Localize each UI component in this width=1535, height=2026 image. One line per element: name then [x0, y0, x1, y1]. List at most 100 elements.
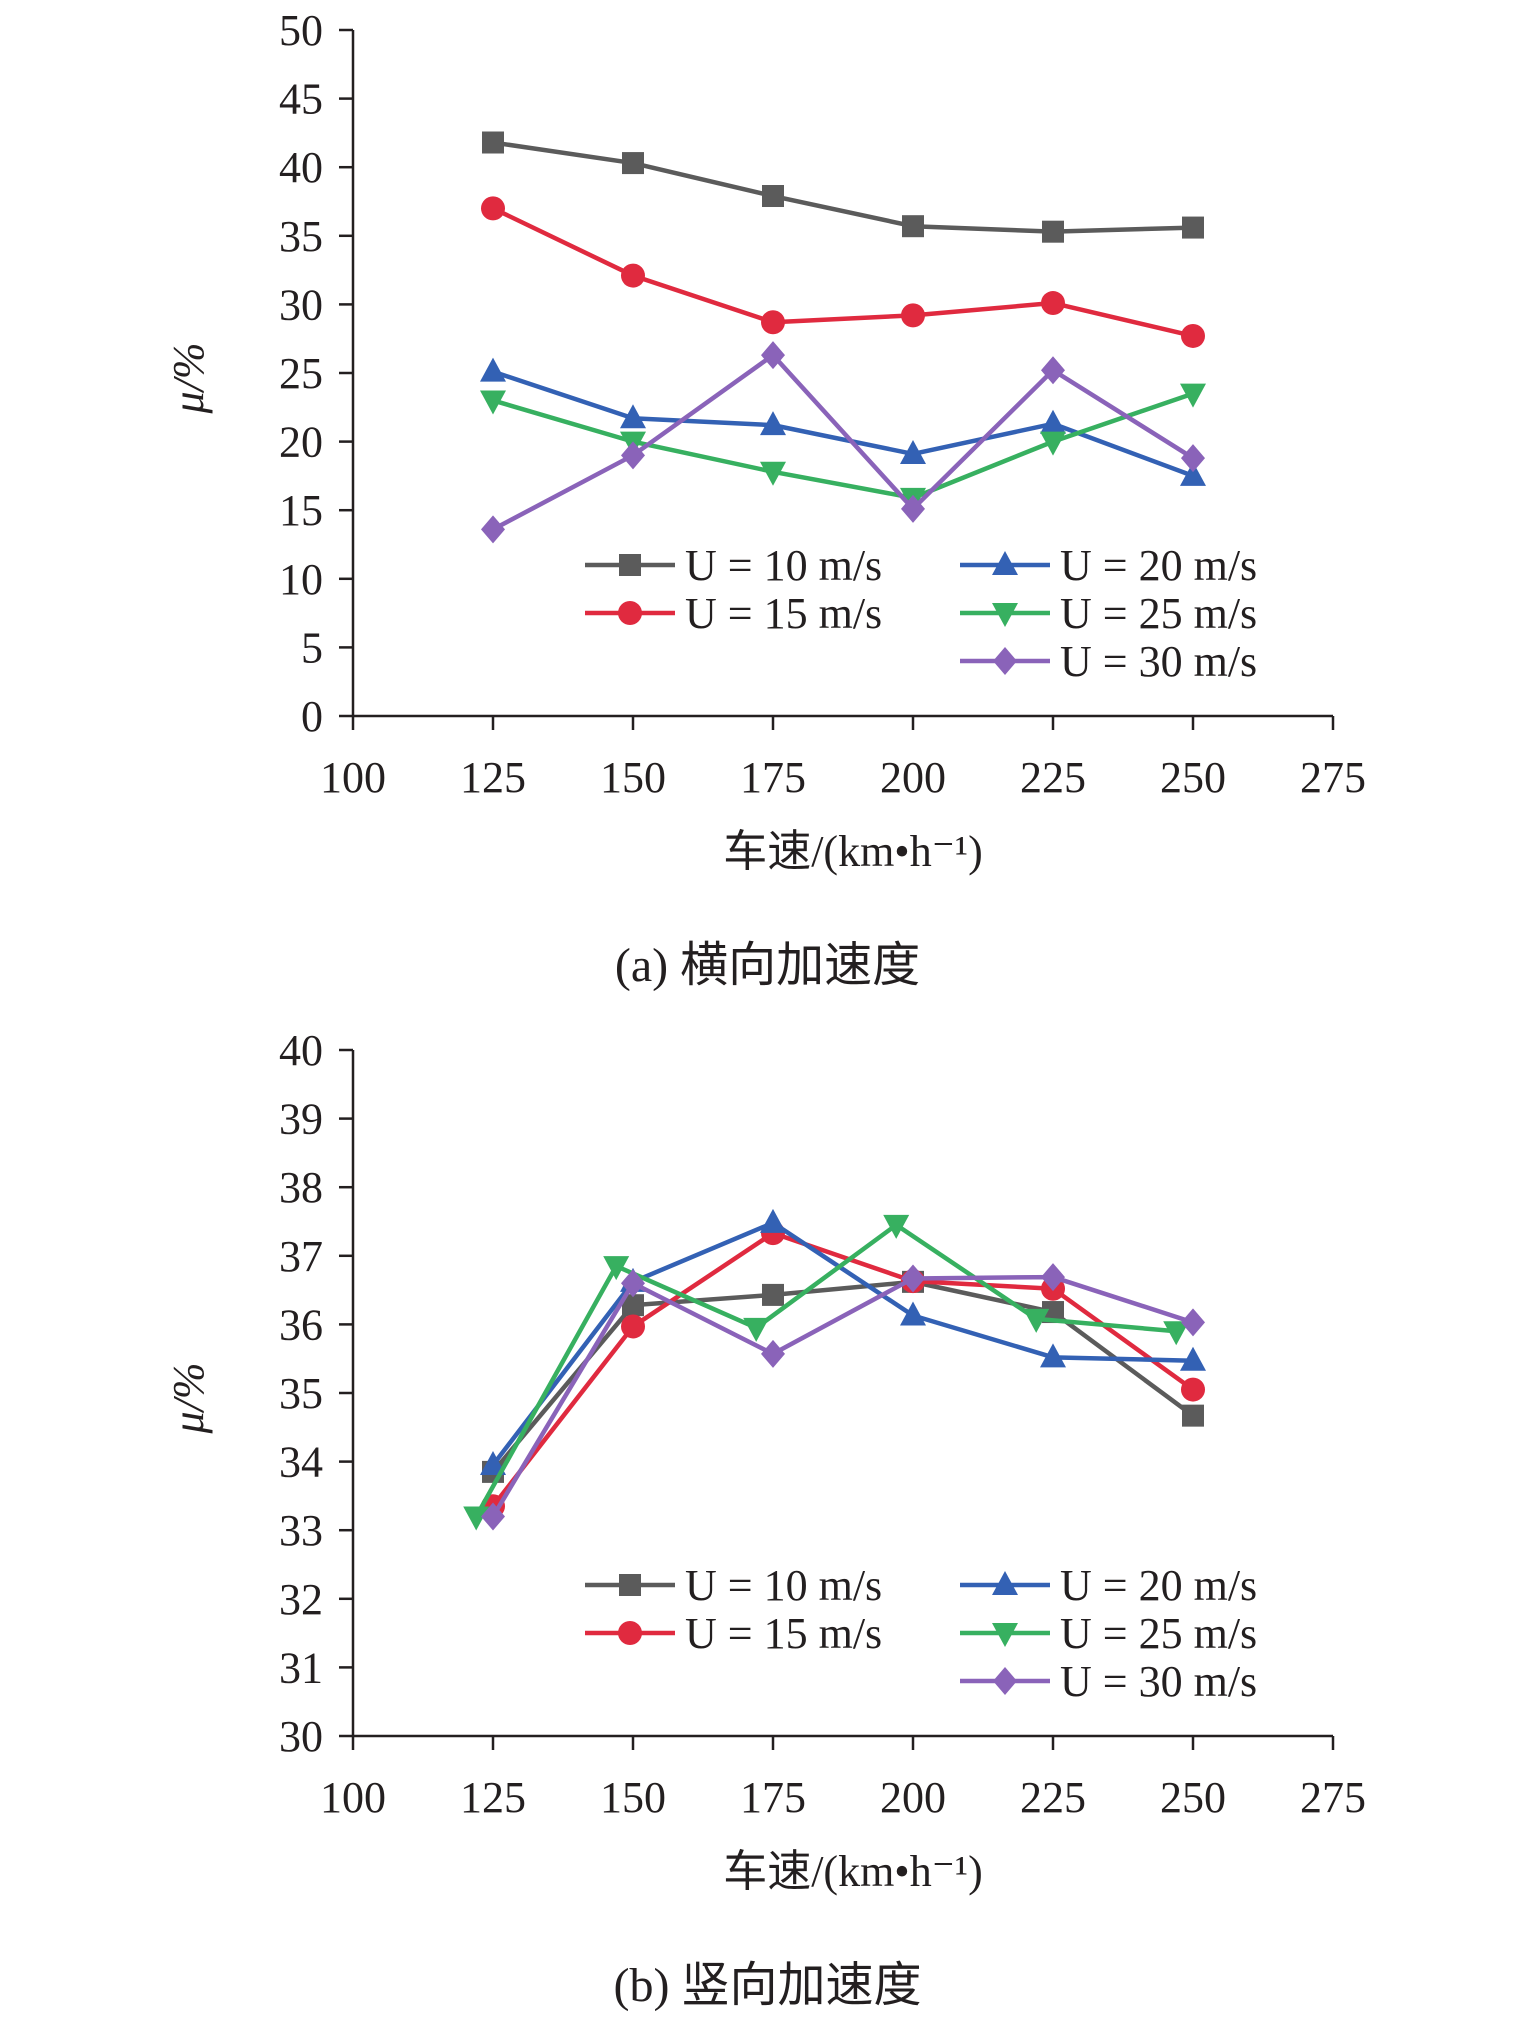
series-2 [481, 196, 1205, 348]
series-line [492, 206, 1194, 339]
series-4 [480, 383, 1206, 512]
y-tick-label: 37 [279, 1232, 323, 1281]
data-point [1040, 1343, 1066, 1368]
y-tick-label: 5 [301, 623, 323, 672]
legend-label: U = 20 m/s [1060, 1561, 1257, 1610]
data-point [1182, 1404, 1204, 1427]
legend-label: U = 15 m/s [685, 1609, 882, 1658]
data-point [761, 310, 785, 335]
x-tick-label: 125 [460, 753, 526, 802]
y-tick-label: 35 [279, 1369, 323, 1418]
y-tick-label: 30 [279, 280, 323, 329]
legend: U = 10 m/sU = 15 m/s U = 20 m/sU = 25 m/s… [585, 541, 1257, 686]
data-point [622, 152, 644, 175]
data-point [481, 515, 505, 544]
x-tick-label: 225 [1020, 753, 1086, 802]
x-tick-label: 175 [740, 1773, 806, 1822]
series-line [492, 391, 1194, 501]
data-point [1180, 461, 1206, 486]
data-point [762, 1283, 784, 1306]
data-point [902, 215, 924, 238]
data-point [1181, 1308, 1205, 1337]
y-tick-label: 38 [279, 1163, 323, 1212]
x-tick-label: 150 [600, 1773, 666, 1822]
y-tick-label: 25 [279, 349, 323, 398]
x-tick-label: 200 [880, 753, 946, 802]
data-point [621, 1314, 645, 1339]
data-point [1182, 216, 1204, 239]
y-tick-label: 20 [279, 418, 323, 467]
data-point [480, 1451, 506, 1476]
data-point [481, 196, 505, 221]
data-point [621, 1269, 645, 1298]
data-point [1042, 220, 1064, 243]
legend-marker [992, 1623, 1018, 1647]
legend-marker [993, 647, 1017, 675]
data-point [761, 341, 785, 370]
x-tick-label: 250 [1160, 753, 1226, 802]
series-line [491, 1220, 1194, 1467]
x-tick-label: 275 [1300, 1773, 1366, 1822]
chart-b: 30 31 32 33 34 35 36 37 38 39 40 100 125 150 175 200 225… [164, 1026, 1366, 1896]
y-tick-label: 45 [279, 75, 323, 124]
series-1 [482, 131, 1204, 243]
data-point [1180, 1346, 1206, 1371]
data-point [1041, 291, 1065, 316]
series-line [491, 1230, 1195, 1508]
legend-label: U = 15 m/s [685, 589, 882, 638]
y-tick-label: 40 [279, 1026, 323, 1075]
legend-marker [992, 551, 1018, 575]
data-point [760, 461, 786, 486]
y-tick-label: 36 [279, 1300, 323, 1349]
y-tick-label: 40 [279, 143, 323, 192]
data-point [1181, 1377, 1205, 1402]
legend-marker [619, 554, 641, 576]
x-tick-label: 275 [1300, 753, 1366, 802]
y-tick-label: 35 [279, 212, 323, 261]
data-point [900, 1301, 926, 1326]
data-point [901, 1264, 925, 1293]
legend-label: U = 10 m/s [685, 541, 882, 590]
data-point [621, 263, 645, 288]
data-point [1040, 409, 1066, 434]
data-point [883, 1214, 910, 1239]
data-point [1042, 1301, 1064, 1324]
y-tick-label: 0 [301, 692, 323, 741]
data-point [480, 390, 506, 415]
data-point [481, 1502, 505, 1531]
data-point [743, 1317, 770, 1342]
legend: U = 10 m/sU = 15 m/s U = 20 m/sU = 25 m/s… [585, 1561, 1257, 1706]
y-tick-label: 39 [279, 1095, 323, 1144]
data-point [1181, 444, 1205, 473]
y-tick-label: 34 [279, 1438, 323, 1487]
x-axis-label: 车速/(km•h⁻¹) [723, 1847, 983, 1896]
legend-label: U = 10 m/s [685, 1561, 882, 1610]
y-tick-label: 30 [279, 1712, 323, 1761]
legend-label: U = 25 m/s [1060, 589, 1257, 638]
series-line [474, 1222, 1177, 1518]
data-point [760, 1208, 786, 1233]
x-tick-label: 125 [460, 1773, 526, 1822]
data-point [621, 441, 645, 470]
series-line [492, 140, 1194, 234]
x-tick-label: 100 [320, 753, 386, 802]
legend-label: U = 30 m/s [1060, 637, 1257, 686]
data-point [1023, 1308, 1050, 1333]
chart-a: 0 5 10 15 20 25 30 35 40 45 50 100 125 150 175 200 225 25… [164, 6, 1366, 876]
data-point [603, 1256, 630, 1281]
data-point [1163, 1321, 1190, 1346]
data-point [900, 439, 926, 464]
legend-marker [992, 1571, 1018, 1595]
y-tick-label: 50 [279, 6, 323, 55]
data-point [762, 185, 784, 208]
x-tick-label: 225 [1020, 1773, 1086, 1822]
series-5 [481, 1263, 1205, 1531]
y-tick-label: 15 [279, 486, 323, 535]
x-axis-label: 车速/(km•h⁻¹) [723, 827, 983, 876]
data-point [620, 404, 646, 429]
series-line [492, 369, 1194, 479]
data-point [901, 303, 925, 328]
data-point [1041, 1263, 1065, 1292]
series-3 [480, 1208, 1206, 1476]
